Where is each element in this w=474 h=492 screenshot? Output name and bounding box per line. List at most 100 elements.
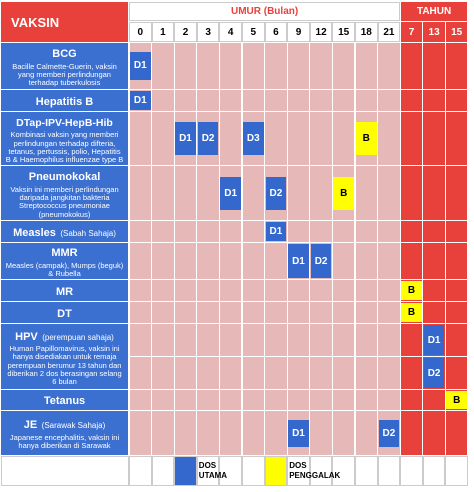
dose-box: D1 (220, 176, 241, 210)
schedule-cell (265, 90, 287, 111)
age-label: 12 (309, 22, 333, 42)
schedule-cell (445, 243, 468, 279)
schedule-cell (197, 324, 219, 356)
schedule-cell (423, 166, 445, 220)
schedule-cell (310, 280, 332, 301)
schedule-cell (332, 302, 355, 323)
schedule-cell (310, 166, 332, 220)
schedule-cell (423, 43, 445, 89)
schedule-cell (242, 390, 265, 410)
vaccine-cell: Tetanus (1, 390, 128, 410)
schedule-cell (219, 280, 242, 301)
schedule-cell (152, 357, 174, 389)
vaccine-name: Tetanus (43, 395, 86, 408)
schedule-cell (219, 302, 242, 323)
legend-cell (332, 456, 355, 486)
schedule-cell (378, 90, 400, 111)
schedule-cell (378, 221, 400, 242)
legend-cell (287, 456, 310, 486)
dose-box: B (401, 281, 422, 300)
vaccine-cell: Measles (Sabah Sahaja) (1, 221, 128, 242)
schedule-cell (423, 280, 445, 301)
schedule-cell (287, 221, 310, 242)
age-label: 15 (332, 22, 355, 42)
vaccine-heading: DT (57, 304, 72, 322)
schedule-cell (445, 411, 468, 455)
schedule-cell (242, 357, 265, 389)
vaccine-cell: DT (1, 302, 128, 323)
age-label: 21 (377, 22, 401, 42)
schedule-cell (400, 324, 423, 356)
schedule-cell (129, 243, 152, 279)
vaccine-heading: HPV (perempuan sahaja) (15, 327, 114, 345)
schedule-cell (445, 43, 468, 89)
schedule-cell (197, 166, 219, 220)
dose-box: D2 (310, 244, 332, 278)
schedule-cell (197, 390, 219, 410)
dose-box: D1 (423, 325, 445, 355)
schedule-cell (355, 166, 378, 220)
schedule-cell (445, 166, 468, 220)
schedule-cell (129, 221, 152, 242)
schedule-cell (129, 280, 152, 301)
schedule-cell (174, 390, 197, 410)
schedule-cell (152, 166, 174, 220)
age-label: 3 (196, 22, 220, 42)
legend-cell (196, 456, 220, 486)
schedule-cell (174, 324, 197, 356)
schedule-cell (355, 90, 378, 111)
schedule-cell (265, 280, 287, 301)
legend-label: DOS UTAMA (198, 461, 228, 480)
schedule-cell (152, 112, 174, 165)
age-label: 6 (264, 22, 288, 42)
schedule-cell (287, 357, 310, 389)
schedule-cell (197, 43, 219, 89)
schedule-cell (174, 90, 197, 111)
vaccine-heading: Pneumokokal (29, 167, 101, 185)
schedule-cell (378, 302, 400, 323)
schedule-cell (265, 243, 287, 279)
schedule-cell (242, 90, 265, 111)
schedule-cell (242, 324, 265, 356)
schedule-cell (287, 112, 310, 165)
schedule-cell (197, 221, 219, 242)
dose-box: D2 (423, 358, 445, 388)
schedule-cell (355, 411, 378, 455)
schedule-cell (355, 280, 378, 301)
schedule-cell (310, 324, 332, 356)
schedule-cell (219, 112, 242, 165)
schedule-cell (242, 280, 265, 301)
vaccine-cell: BCG Bacille Calmette-Guerin, vaksin yang … (1, 43, 128, 89)
age-label: 0 (129, 22, 152, 42)
schedule-cell (332, 390, 355, 410)
vaccine-note: Human Papillomavirus, vaksin ini hanya d… (7, 344, 122, 387)
schedule-cell (423, 411, 445, 455)
schedule-cell (310, 43, 332, 89)
schedule-cell (400, 221, 423, 242)
dose-box: D2 (378, 419, 400, 447)
schedule-cell (355, 390, 378, 410)
legend-label: DOS PENGGALAK (289, 461, 341, 480)
schedule-cell (197, 90, 219, 111)
schedule-cell (287, 390, 310, 410)
schedule-cell (197, 411, 219, 455)
schedule-cell (423, 221, 445, 242)
dose-box: B (401, 303, 422, 322)
vaccine-name: Pneumokokal (28, 171, 101, 184)
schedule-cell (332, 280, 355, 301)
schedule-cell (423, 90, 445, 111)
schedule-cell (265, 112, 287, 165)
schedule-cell (129, 166, 152, 220)
schedule-cell (355, 243, 378, 279)
schedule-cell (219, 411, 242, 455)
vaccine-name: JE (23, 419, 38, 432)
schedule-cell (310, 411, 332, 455)
legend-cell (174, 456, 197, 486)
vaccine-name: Measles (13, 226, 56, 239)
schedule-cell (174, 243, 197, 279)
vaccine-heading: JE (Sarawak Sahaja) (24, 415, 106, 433)
vaccine-heading: Measles (Sabah Sahaja) (13, 223, 116, 241)
schedule-cell (174, 43, 197, 89)
dose-box: B (446, 391, 467, 409)
schedule-cell (129, 112, 152, 165)
